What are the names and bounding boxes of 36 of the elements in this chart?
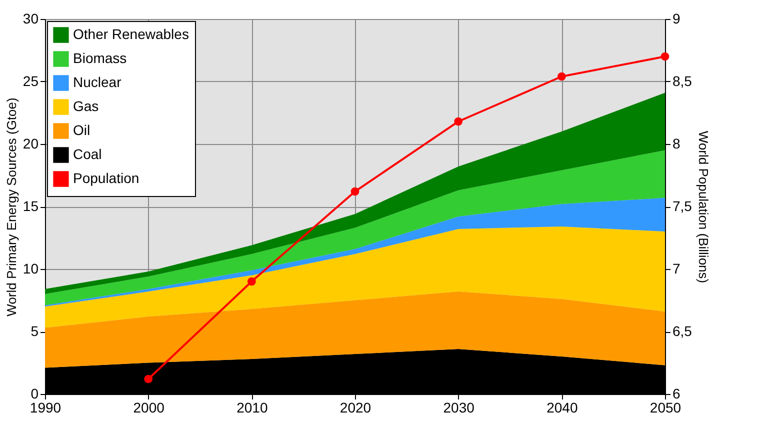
point	[247, 277, 256, 286]
y-tick-label: 0	[30, 386, 39, 402]
y2-tick-label: 6	[672, 386, 680, 402]
y2-tick-label: 7	[672, 260, 680, 276]
legend-label: Oil	[73, 122, 90, 138]
legend-label: Nuclear	[73, 74, 122, 90]
y2-tick-label: 8,5	[672, 73, 692, 89]
legend-label: Biomass	[73, 50, 127, 66]
y-tick-label: 10	[22, 260, 39, 276]
y-tick-label: 20	[22, 136, 39, 152]
y-tick-label: 15	[22, 198, 39, 214]
y-tick-label: 5	[30, 323, 39, 339]
legend-label: Population	[73, 170, 140, 186]
y-axis-title: World Primary Energy Sources (Gtoe)	[4, 98, 19, 316]
legend-label: Other Renewables	[73, 26, 189, 42]
point	[454, 117, 463, 126]
x-tick-label: 2040	[546, 400, 578, 416]
point	[557, 72, 566, 81]
y2-tick-label: 6,5	[672, 323, 692, 339]
legend-label: Coal	[73, 146, 102, 162]
y2-tick-label: 7,5	[672, 198, 692, 214]
x-tick-label: 2010	[236, 400, 268, 416]
point	[144, 374, 153, 384]
point	[350, 187, 360, 196]
x-tick-label: 2030	[443, 400, 475, 416]
y-tick-label: 30	[22, 10, 39, 26]
legend-label: Gas	[73, 98, 99, 114]
x-tick-label: 2050	[650, 400, 682, 416]
x-tick-label: 1990	[30, 400, 62, 416]
point	[660, 52, 670, 61]
y2-tick-label: 9	[672, 10, 680, 26]
x-tick-label: 2020	[340, 400, 372, 416]
x-tick-label: 2000	[133, 400, 165, 416]
y-tick-label: 25	[22, 73, 39, 89]
y2-axis-title: World Population (Billions)	[696, 130, 711, 284]
y2-tick-label: 8	[672, 136, 680, 152]
